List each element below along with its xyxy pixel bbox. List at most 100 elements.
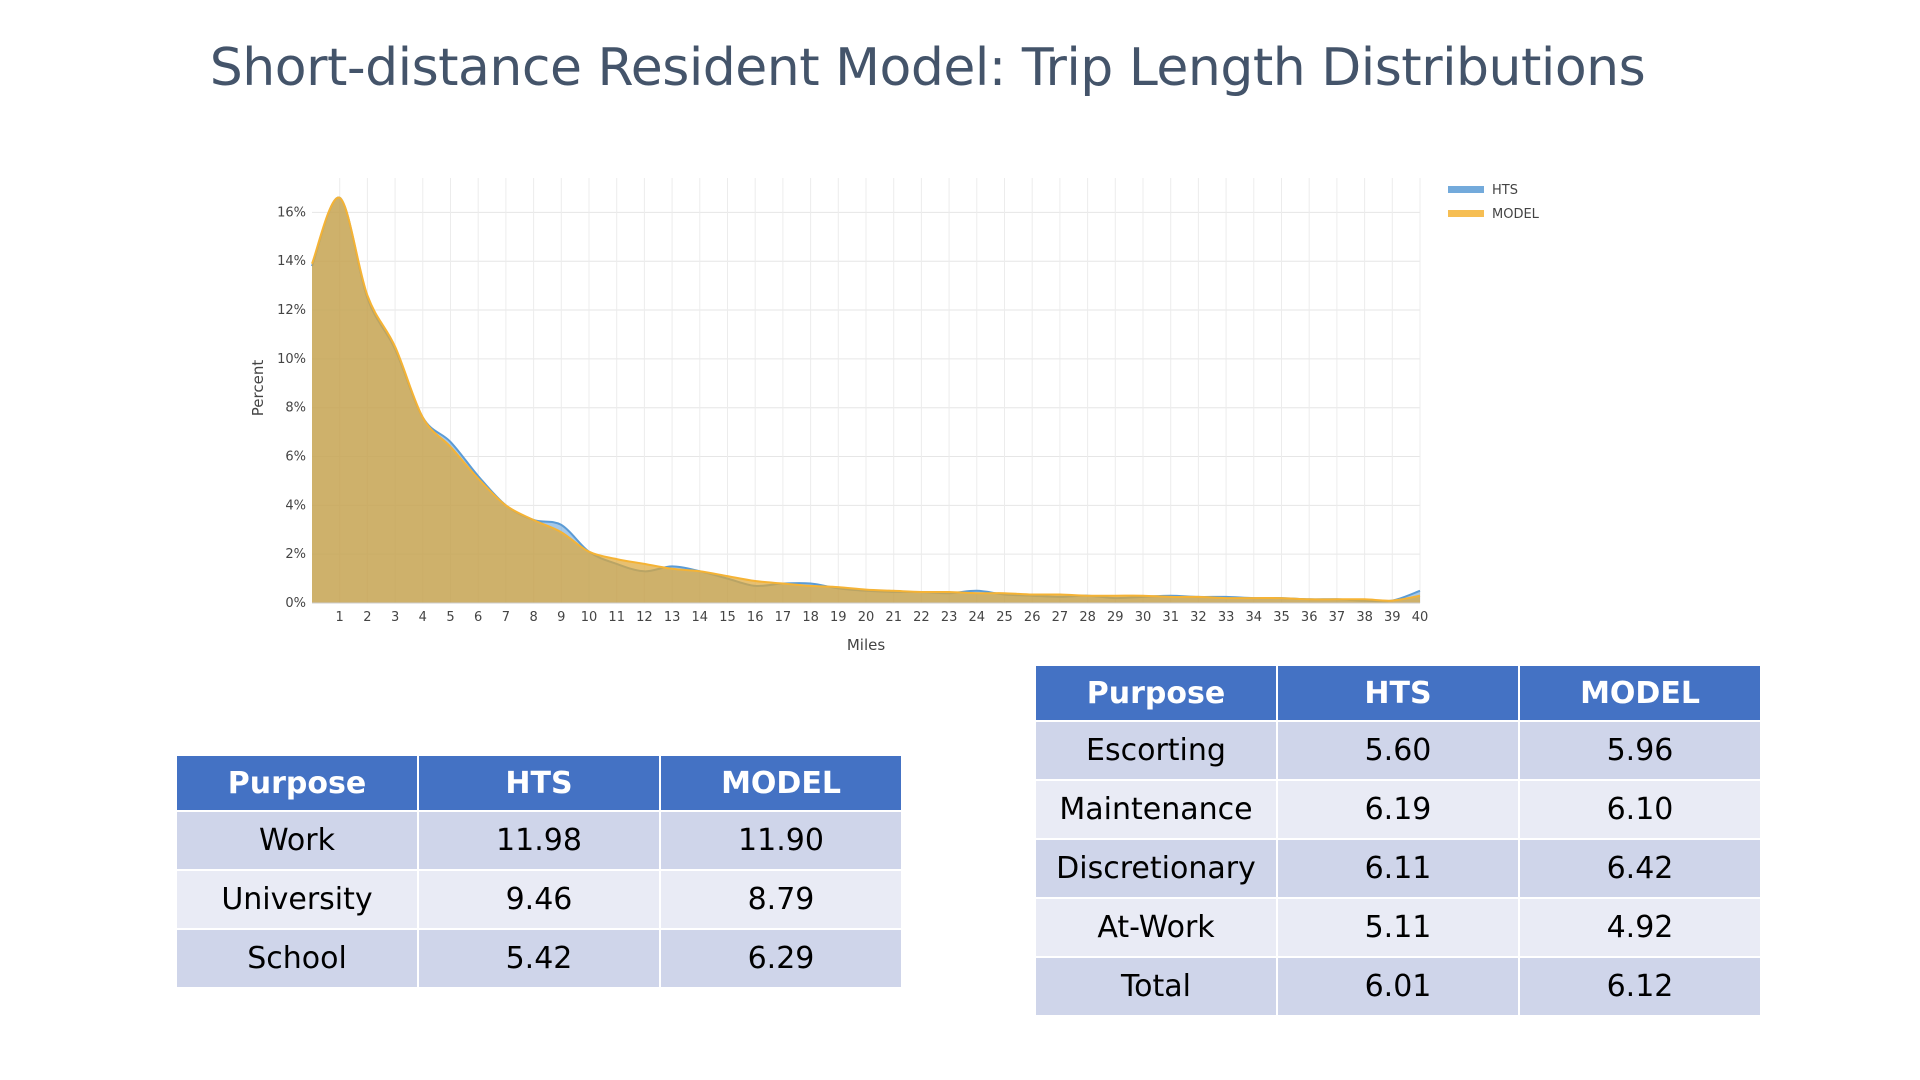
model-line [311,196,1421,602]
hts-cell: 6.11 [1276,838,1520,899]
table-row: Work 11.98 11.90 [175,810,903,871]
table-row: School 5.42 6.29 [175,928,903,989]
table-header-row: Purpose HTS MODEL [175,754,903,812]
x-tick-label: 32 [1190,610,1207,625]
y-tick-label: 8% [285,401,306,416]
model-cell: 5.96 [1518,720,1762,781]
y-tick-label: 10% [277,352,306,367]
hts-legend-label: HTS [1492,183,1518,198]
x-tick-label: 35 [1273,610,1290,625]
x-tick-label: 37 [1329,610,1346,625]
y-tick-label: 4% [285,498,306,513]
x-tick-label: 31 [1162,610,1179,625]
x-tick-label: 33 [1218,610,1235,625]
purpose-cell: Total [1034,956,1278,1017]
y-tick-label: 12% [277,303,306,318]
x-tick-label: 34 [1246,610,1263,625]
x-tick-label: 17 [775,610,792,625]
x-tick-label: 20 [858,610,875,625]
x-tick-label: 39 [1384,610,1401,625]
purpose-table-left: Purpose HTS MODEL Work 11.98 11.90 Unive… [175,754,903,989]
x-tick-label: 10 [581,610,598,625]
model-cell: 6.12 [1518,956,1762,1017]
model-cell: 11.90 [659,810,903,871]
purpose-cell: Work [175,810,419,871]
x-tick-label: 38 [1356,610,1373,625]
x-tick-label: 15 [719,610,736,625]
x-tick-label: 21 [885,610,902,625]
x-tick-label: 13 [664,610,681,625]
x-tick-label: 6 [474,610,482,625]
y-tick-label: 16% [277,205,306,220]
x-axis-title: Miles [847,636,886,654]
y-axis-title: Percent [249,360,267,417]
chart-legend: HTS MODEL [1448,183,1540,222]
x-tick-label: 3 [391,610,399,625]
model-cell: 4.92 [1518,897,1762,958]
chart-ticks: 0%2%4%6%8%10%12%14%16%1 2 3 4 5 6 7 8 9 10 11 12 13 1… [277,205,1428,625]
table-header-row: Purpose HTS MODEL [1034,664,1762,722]
hts-cell: 9.46 [417,869,661,930]
x-tick-label: 2 [363,610,371,625]
hts-legend-swatch [1448,186,1484,193]
purpose-cell: University [175,869,419,930]
model-legend-label: MODEL [1492,207,1540,222]
x-tick-label: 4 [419,610,427,625]
table-row: Total 6.01 6.12 [1034,956,1762,1017]
x-tick-label: 18 [802,610,819,625]
column-header-hts: HTS [1276,664,1520,722]
x-tick-label: 22 [913,610,930,625]
hts-cell: 5.11 [1276,897,1520,958]
model-cell: 6.10 [1518,779,1762,840]
x-tick-label: 23 [941,610,958,625]
purpose-cell: Escorting [1034,720,1278,781]
chart-areas [311,196,1421,604]
y-tick-label: 0% [285,596,306,611]
x-tick-label: 26 [1024,610,1041,625]
table-row: At-Work 5.11 4.92 [1034,897,1762,958]
x-tick-label: 25 [996,610,1013,625]
y-tick-label: 14% [277,254,306,269]
column-header-hts: HTS [417,754,661,812]
purpose-cell: Discretionary [1034,838,1278,899]
x-tick-label: 9 [557,610,565,625]
x-tick-label: 27 [1052,610,1069,625]
table-row: University 9.46 8.79 [175,869,903,930]
column-header-model: MODEL [1518,664,1762,722]
x-tick-label: 28 [1079,610,1096,625]
hts-cell: 6.19 [1276,779,1520,840]
x-tick-label: 30 [1135,610,1152,625]
slide-title: Short-distance Resident Model: Trip Leng… [209,38,1646,98]
x-tick-label: 36 [1301,610,1318,625]
trip-length-chart: 0%2%4%6%8%10%12%14%16%1 2 3 4 5 6 7 8 9 10 11 12 13 1… [249,178,1540,654]
model-area [312,197,1420,603]
column-header-model: MODEL [659,754,903,812]
hts-cell: 11.98 [417,810,661,871]
x-tick-label: 1 [336,610,344,625]
x-tick-label: 16 [747,610,764,625]
model-cell: 6.42 [1518,838,1762,899]
x-tick-label: 24 [969,610,986,625]
x-tick-label: 7 [502,610,510,625]
y-tick-label: 2% [285,547,306,562]
x-tick-label: 40 [1412,610,1429,625]
column-header-purpose: Purpose [1034,664,1278,722]
model-cell: 6.29 [659,928,903,989]
x-tick-label: 14 [692,610,709,625]
hts-cell: 6.01 [1276,956,1520,1017]
x-tick-label: 12 [636,610,653,625]
x-tick-label: 11 [608,610,625,625]
model-legend-swatch [1448,210,1484,217]
purpose-table-right: Purpose HTS MODEL Escorting 5.60 5.96 Ma… [1034,664,1762,1017]
x-tick-label: 5 [446,610,454,625]
purpose-cell: At-Work [1034,897,1278,958]
x-tick-label: 19 [830,610,847,625]
hts-cell: 5.42 [417,928,661,989]
hts-cell: 5.60 [1276,720,1520,781]
table-row: Discretionary 6.11 6.42 [1034,838,1762,899]
purpose-cell: Maintenance [1034,779,1278,840]
table-row: Escorting 5.60 5.96 [1034,720,1762,781]
x-tick-label: 29 [1107,610,1124,625]
column-header-purpose: Purpose [175,754,419,812]
y-tick-label: 6% [285,450,306,465]
